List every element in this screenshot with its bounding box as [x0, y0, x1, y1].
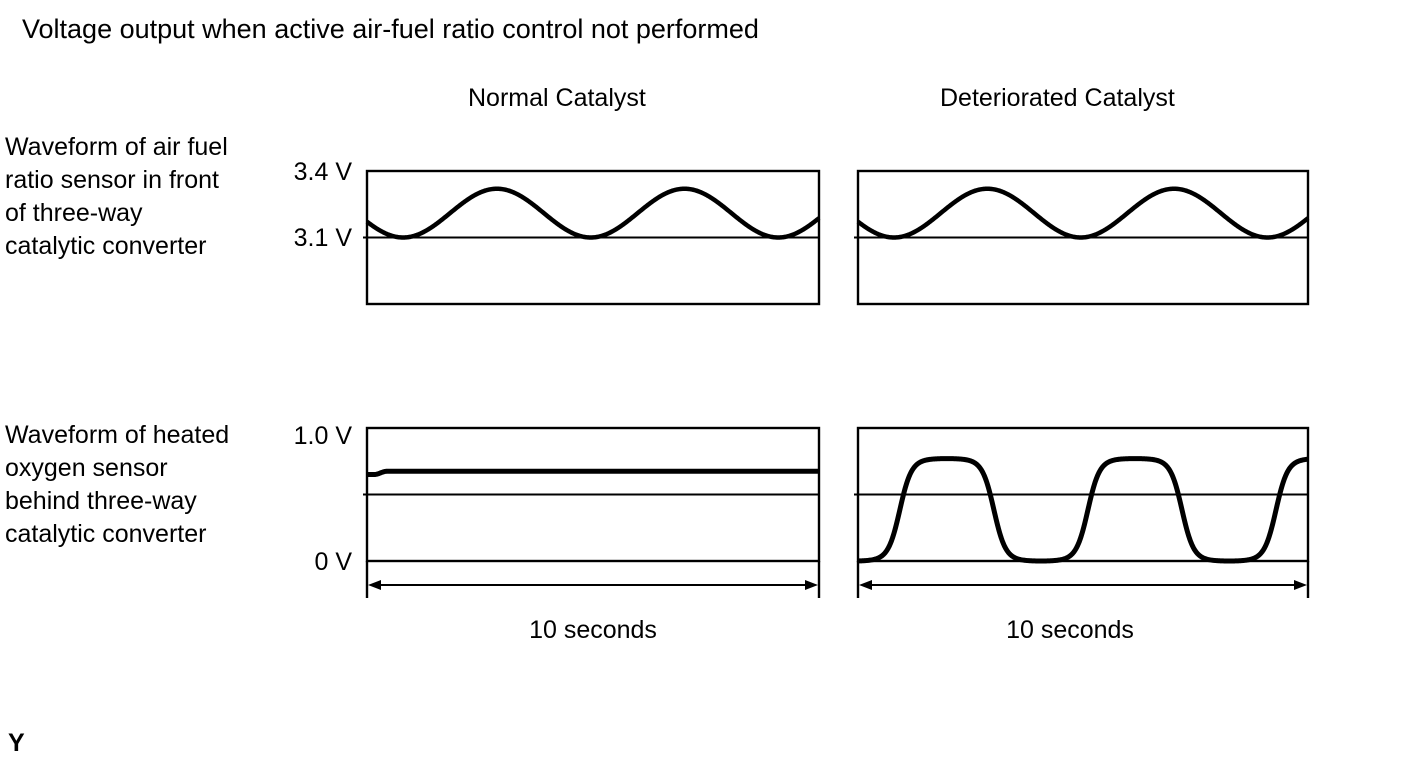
arrowhead-left [368, 580, 381, 590]
row-label-line: of three-way [5, 199, 143, 227]
column-header-deteriorated-catalyst: Deteriorated Catalyst [940, 84, 1175, 112]
waveform-path [365, 468, 821, 478]
chart-plot-svg [363, 169, 821, 306]
y-axis-label-0v: 0 V [314, 548, 352, 576]
arrowhead-right [1294, 580, 1307, 590]
figure-title: Voltage output when active air-fuel rati… [22, 14, 759, 44]
plot-box [365, 169, 821, 306]
chart-front-af-sensor-normal [361, 165, 825, 315]
y-axis-label-1point0v: 1.0 V [293, 422, 352, 450]
waveform-path [856, 456, 1310, 564]
y-axis-label-3point4v: 3.4 V [293, 158, 352, 186]
plot-box [856, 169, 1310, 306]
footnote-y-marker: Y [8, 729, 25, 757]
plot-box [365, 426, 821, 563]
plot-box [856, 426, 1310, 563]
arrowhead-right [805, 580, 818, 590]
arrowhead-left [859, 580, 872, 590]
row-label-line: catalytic converter [5, 520, 207, 548]
chart-front-af-sensor-deteriorated [852, 165, 1314, 315]
row-label-line: behind three-way [5, 487, 197, 515]
row-label-rear-o2-sensor: Waveform of heated oxygen sensor behind … [5, 419, 229, 551]
time-axis-label-left: 10 seconds [529, 616, 657, 644]
chart-plot-svg [363, 426, 821, 598]
chart-rear-o2-sensor-normal [361, 422, 825, 618]
time-axis-label-right: 10 seconds [1006, 616, 1134, 644]
row-label-front-af-sensor: Waveform of air fuel ratio sensor in fro… [5, 131, 228, 263]
row-label-line: catalytic converter [5, 232, 207, 260]
chart-rear-o2-sensor-deteriorated [852, 422, 1314, 618]
waveform-path [365, 186, 821, 240]
chart-plot-svg [854, 426, 1310, 598]
row-label-line: Waveform of heated [5, 421, 230, 449]
y-axis-label-3point1v: 3.1 V [293, 224, 352, 252]
chart-plot-svg [854, 169, 1310, 306]
waveform-path [856, 186, 1310, 240]
row-label-line: oxygen sensor [5, 454, 168, 482]
column-header-normal-catalyst: Normal Catalyst [468, 84, 646, 112]
row-label-line: ratio sensor in front [5, 166, 219, 194]
row-label-line: Waveform of air fuel [5, 133, 228, 161]
